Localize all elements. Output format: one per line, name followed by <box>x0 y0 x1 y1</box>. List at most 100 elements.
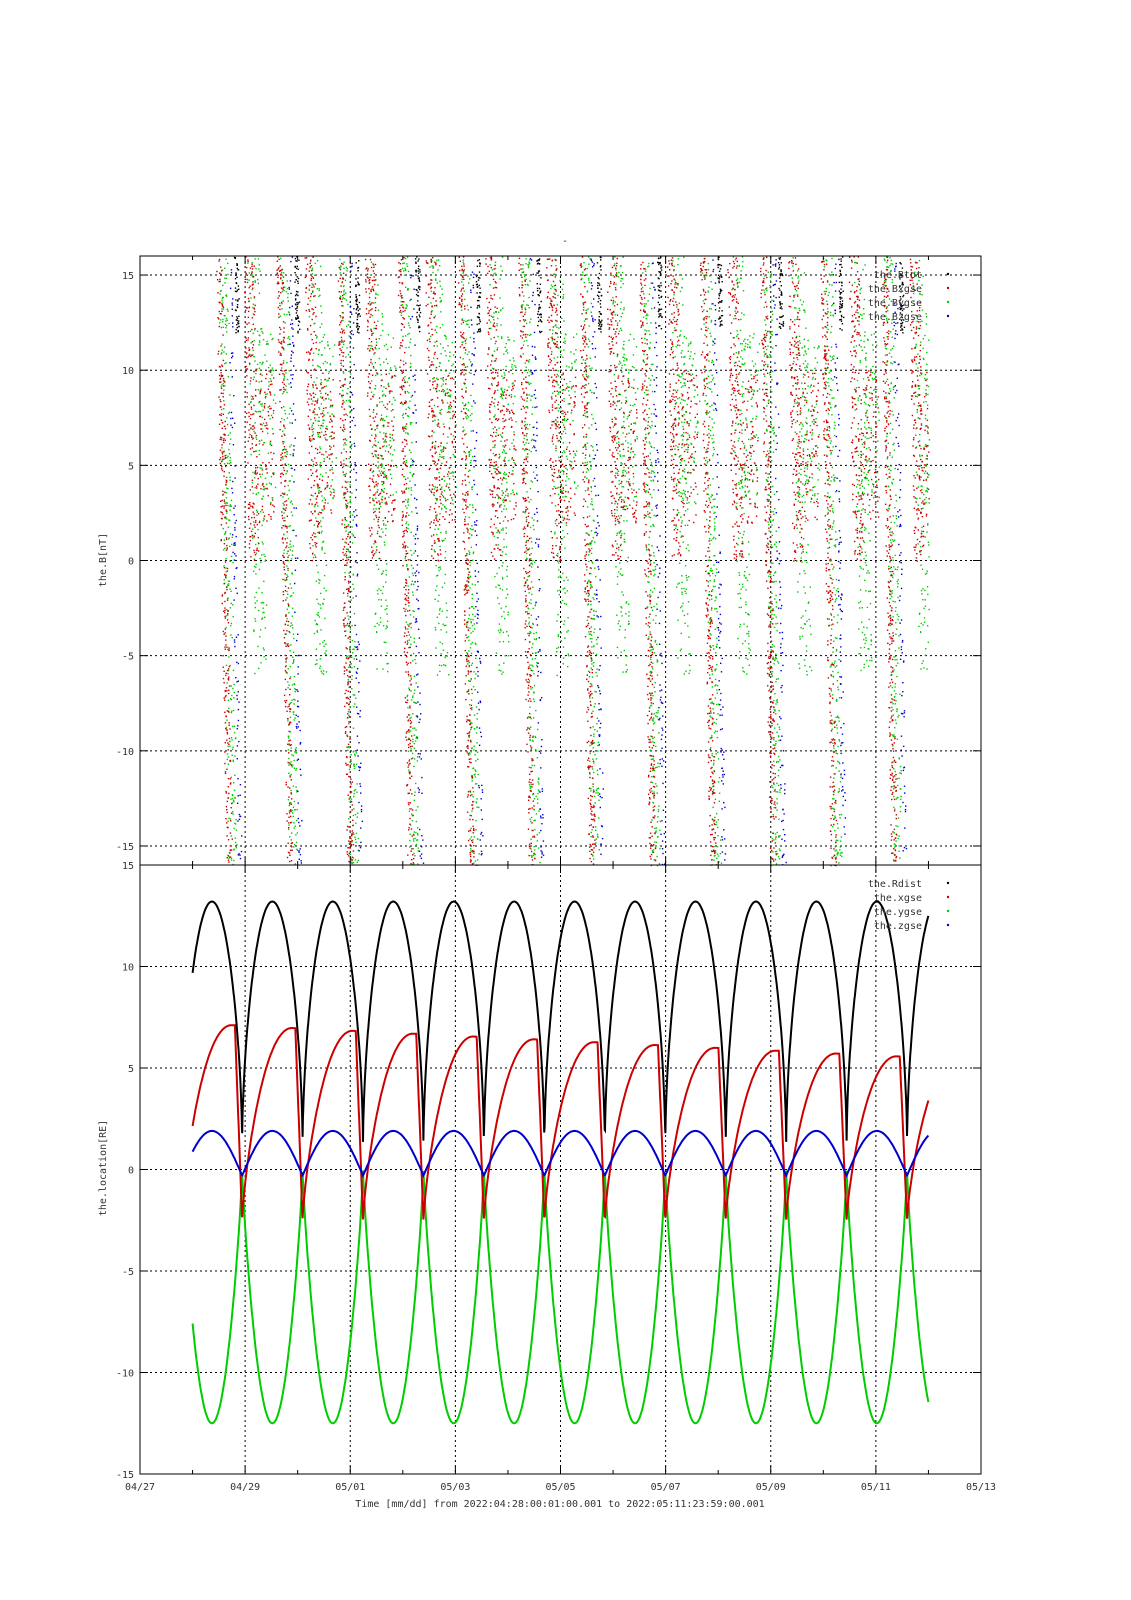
data-point-Bygse <box>708 432 710 435</box>
data-point-Bygse <box>534 652 537 654</box>
data-point-Bygse <box>531 658 534 660</box>
data-point-Bygse <box>470 459 472 462</box>
data-point-Bygse <box>416 756 419 758</box>
data-point-Bygse <box>582 302 584 304</box>
data-point-Bygse <box>256 330 259 332</box>
data-point-Bygse <box>556 326 558 328</box>
data-point-Bygse <box>322 517 324 519</box>
data-point-Bygse <box>415 702 418 704</box>
data-point-Bygse <box>632 482 634 485</box>
data-point-Bygse <box>442 400 444 403</box>
data-point-Bygse <box>473 774 476 776</box>
data-point-Bygse <box>343 267 345 269</box>
data-point-Bygse <box>412 738 414 741</box>
data-point-Bygse <box>619 393 621 396</box>
data-point-Bygse <box>747 632 750 635</box>
data-point-Bygse <box>259 467 261 469</box>
data-point-Bygse <box>224 532 226 534</box>
data-point-Bygse <box>737 593 739 595</box>
data-point-Bygse <box>351 624 353 627</box>
data-point-Bygse <box>799 573 801 575</box>
data-point-Bygse <box>327 502 329 504</box>
data-point-Bygse <box>383 426 385 428</box>
data-point-Bygse <box>227 376 230 378</box>
data-point-Bygse <box>804 360 807 362</box>
data-point-Bygse <box>283 441 285 443</box>
data-point-Bygse <box>746 633 748 635</box>
data-point-Bygse <box>528 623 530 625</box>
data-point-Bygse <box>653 555 655 557</box>
data-point-Bygse <box>710 716 712 718</box>
data-point-Bygse <box>562 663 564 665</box>
data-point-Bygse <box>452 370 455 372</box>
data-point-Bygse <box>261 592 263 594</box>
data-point-Bygse <box>490 315 493 317</box>
data-point-Bygse <box>711 673 714 675</box>
data-point-Bygse <box>560 483 563 485</box>
data-point-Bygse <box>560 490 563 492</box>
data-point-Bygse <box>529 785 531 788</box>
data-point-Bygse <box>779 791 781 793</box>
data-point-Bygse <box>550 284 553 286</box>
data-point-Bygse <box>262 409 264 411</box>
data-point-Bygse <box>351 492 353 494</box>
data-point-Bygse <box>381 323 383 325</box>
data-point-Bygse <box>754 374 757 377</box>
data-point-Bygse <box>527 632 529 635</box>
data-point-Bygse <box>739 623 742 626</box>
data-point-Bygse <box>656 674 659 676</box>
data-point-Bygse <box>798 349 800 352</box>
data-point-Bygse <box>713 846 715 848</box>
data-point-Bygse <box>770 736 772 738</box>
data-point-Bygse <box>348 370 350 372</box>
data-point-Bygse <box>327 344 329 346</box>
data-point-Bygse <box>802 494 805 496</box>
data-point-Bygse <box>347 481 349 483</box>
data-point-Bygse <box>489 284 491 286</box>
data-point-Bygse <box>649 452 651 455</box>
data-point-Bygse <box>373 393 375 396</box>
data-point-Bygse <box>325 671 328 673</box>
data-point-Bygse <box>443 582 446 584</box>
data-point-Bygse <box>533 528 535 531</box>
data-point-Bygse <box>771 838 774 840</box>
data-point-Bygse <box>582 335 584 337</box>
data-point-Bygse <box>319 466 322 468</box>
data-point-Bygse <box>390 477 393 480</box>
data-point-Bygse <box>432 494 435 496</box>
data-point-Bygse <box>296 789 298 792</box>
data-point-Bygse <box>226 608 228 611</box>
data-point-Bygse <box>598 817 600 819</box>
data-point-Bygse <box>682 541 684 543</box>
data-point-Bygse <box>779 759 781 761</box>
data-point-Bygse <box>707 290 709 292</box>
data-point-Bygse <box>765 363 767 365</box>
data-point-Bygse <box>573 481 576 483</box>
data-point-Bygse <box>319 665 322 667</box>
data-point-Bygse <box>345 564 347 566</box>
data-point-Bygse <box>801 388 804 390</box>
data-point-Bygse <box>745 495 747 497</box>
data-point-Bygse <box>709 633 711 635</box>
data-point-Bygse <box>228 411 231 413</box>
data-point-Bygse <box>626 358 628 360</box>
data-point-Bygse <box>466 652 468 654</box>
data-point-Bygse <box>469 504 471 506</box>
data-point-Bygse <box>588 256 590 258</box>
data-point-Bygse <box>769 509 771 511</box>
data-point-Bygse <box>472 552 474 554</box>
data-point-Bygse <box>440 413 442 415</box>
data-point-Bygse <box>387 662 389 665</box>
data-point-Bygse <box>800 456 803 458</box>
data-point-Bygse <box>406 694 409 697</box>
data-point-Bygse <box>808 618 810 621</box>
data-point-Bygse <box>343 401 345 403</box>
data-point-Bygse <box>322 336 325 338</box>
data-point-Bygse <box>262 607 264 609</box>
data-point-Bygse <box>404 267 406 270</box>
data-point-Bygse <box>803 338 805 341</box>
data-point-Bygse <box>234 774 236 776</box>
data-point-Bygse <box>320 403 323 405</box>
data-point-Bygse <box>225 531 227 533</box>
data-point-Bygse <box>348 723 350 725</box>
